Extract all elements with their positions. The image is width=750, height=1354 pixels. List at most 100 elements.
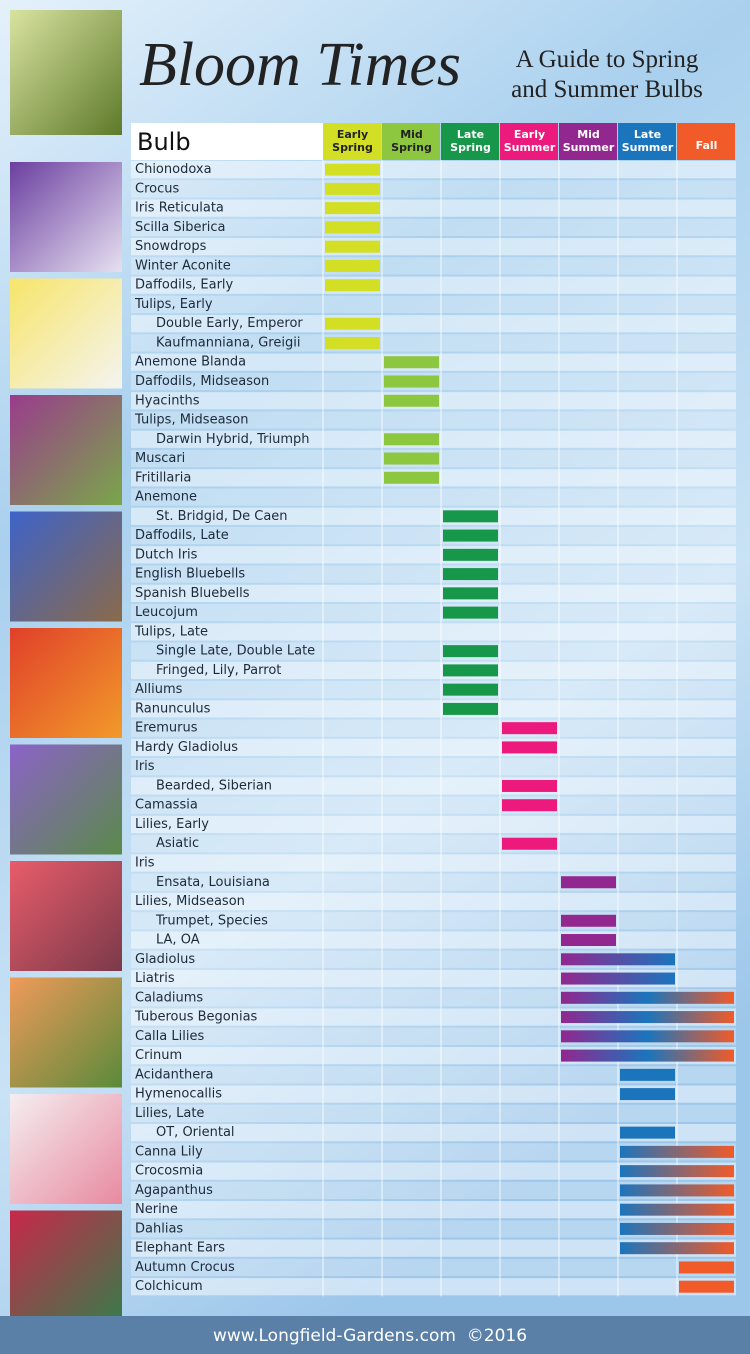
row-label: Crinum [135, 1048, 182, 1063]
row-stripe [131, 238, 736, 256]
photo [10, 1094, 122, 1204]
row-label: English Bluebells [135, 567, 245, 582]
bloom-bar [620, 1088, 675, 1101]
bloom-bar [443, 702, 498, 715]
column-header-cell [382, 123, 440, 160]
row-stripe [131, 507, 736, 525]
bloom-bar [502, 837, 557, 850]
row-stripe [131, 488, 736, 506]
row-stripe [131, 295, 736, 314]
column-header-cell [323, 123, 381, 160]
row-stripe [131, 1201, 736, 1219]
bloom-bar [384, 375, 439, 388]
row-label: Hymenocallis [135, 1087, 222, 1102]
row-label: Scilla Siberica [135, 220, 226, 235]
row-stripe [131, 661, 736, 680]
bloom-bar [620, 1203, 734, 1216]
row-stripe [131, 411, 736, 429]
photo [10, 511, 122, 622]
bloom-bar [443, 587, 498, 600]
photo [10, 744, 122, 855]
row-stripe [131, 1143, 736, 1161]
row-label: LA, OA [156, 933, 200, 948]
subtitle: and Summer Bulbs [511, 76, 703, 103]
row-label: Liatris [135, 971, 175, 986]
column-header: Late Spring [450, 128, 491, 154]
row-label: Tuberous Begonias [134, 1010, 258, 1025]
row-stripe [131, 815, 736, 834]
row-label: Agapanthus [135, 1183, 213, 1198]
column-header: Mid Spring [391, 128, 432, 154]
bloom-bar [443, 510, 498, 523]
bloom-bar [502, 779, 557, 792]
row-label: Lilies, Late [135, 1106, 204, 1121]
bloom-bar [384, 356, 439, 369]
row-label: Single Late, Double Late [156, 644, 315, 659]
row-label: Chionodoxa [135, 162, 212, 177]
row-stripe [131, 796, 736, 814]
bloom-bar [384, 471, 439, 484]
bloom-bar [443, 529, 498, 542]
bloom-bar [561, 914, 616, 927]
photo [10, 278, 122, 389]
row-label: Spanish Bluebells [135, 586, 250, 601]
bloom-bar [561, 953, 675, 966]
row-stripe [131, 603, 736, 622]
row-label: Kaufmanniana, Greigii [156, 335, 300, 350]
label-header-cell [131, 123, 323, 160]
column-header: Early Spring [332, 128, 373, 154]
row-label: Hardy Gladiolus [135, 740, 238, 755]
row-label: Iris [135, 855, 155, 870]
row-label: Lilies, Midseason [135, 894, 245, 909]
row-stripe [131, 276, 736, 294]
photo [10, 10, 122, 135]
row-stripe [131, 892, 736, 911]
row-label: Bearded, Siberian [156, 778, 272, 793]
bloom-bar [620, 1126, 675, 1139]
bloom-bar [620, 1222, 734, 1235]
bloom-bar [325, 240, 380, 253]
title: Bloom Times [139, 31, 461, 99]
row-label: Acidanthera [135, 1067, 214, 1082]
row-stripe [131, 180, 736, 198]
row-stripe [131, 758, 736, 776]
bloom-bar [325, 259, 380, 272]
bloom-bar [325, 279, 380, 292]
column-header: Fall [696, 139, 718, 152]
bloom-bar [561, 1011, 734, 1024]
row-label: Gladiolus [135, 952, 195, 967]
row-label: St. Bridgid, De Caen [156, 509, 288, 524]
row-stripe [131, 161, 736, 179]
row-label: Crocus [135, 181, 179, 196]
row-label: Asiatic [156, 836, 199, 851]
row-stripe [131, 1085, 736, 1103]
bloom-bar [443, 548, 498, 561]
subtitle: A Guide to Spring [516, 46, 699, 73]
footer-band [0, 1316, 750, 1354]
bloom-bar [502, 799, 557, 812]
row-label: Daffodils, Late [135, 528, 229, 543]
row-stripe [131, 1124, 736, 1142]
row-stripe [131, 1220, 736, 1238]
row-label: Iris Reticulata [135, 201, 224, 216]
bloom-bar [325, 202, 380, 215]
row-stripe [131, 1278, 736, 1296]
row-label: Crocosmia [135, 1164, 203, 1179]
row-label: Camassia [135, 798, 198, 813]
photo [10, 977, 122, 1088]
photo [10, 628, 122, 738]
column-header-cell [500, 123, 558, 160]
row-label: Daffodils, Midseason [135, 374, 269, 389]
bloom-bar [325, 182, 380, 195]
row-stripe [131, 334, 736, 352]
photo [10, 861, 122, 971]
row-label: Muscari [135, 451, 185, 466]
table: Early Spring Mid Spring Late Spring Early Summe… [131, 123, 736, 1297]
bloom-bar [443, 606, 498, 619]
footer: www.Longfield-Gardens.com ©2016 [213, 1326, 527, 1346]
column-header-cell [618, 123, 676, 160]
photo [10, 162, 122, 272]
row-stripe [131, 1239, 736, 1257]
row-stripe [131, 1066, 736, 1084]
